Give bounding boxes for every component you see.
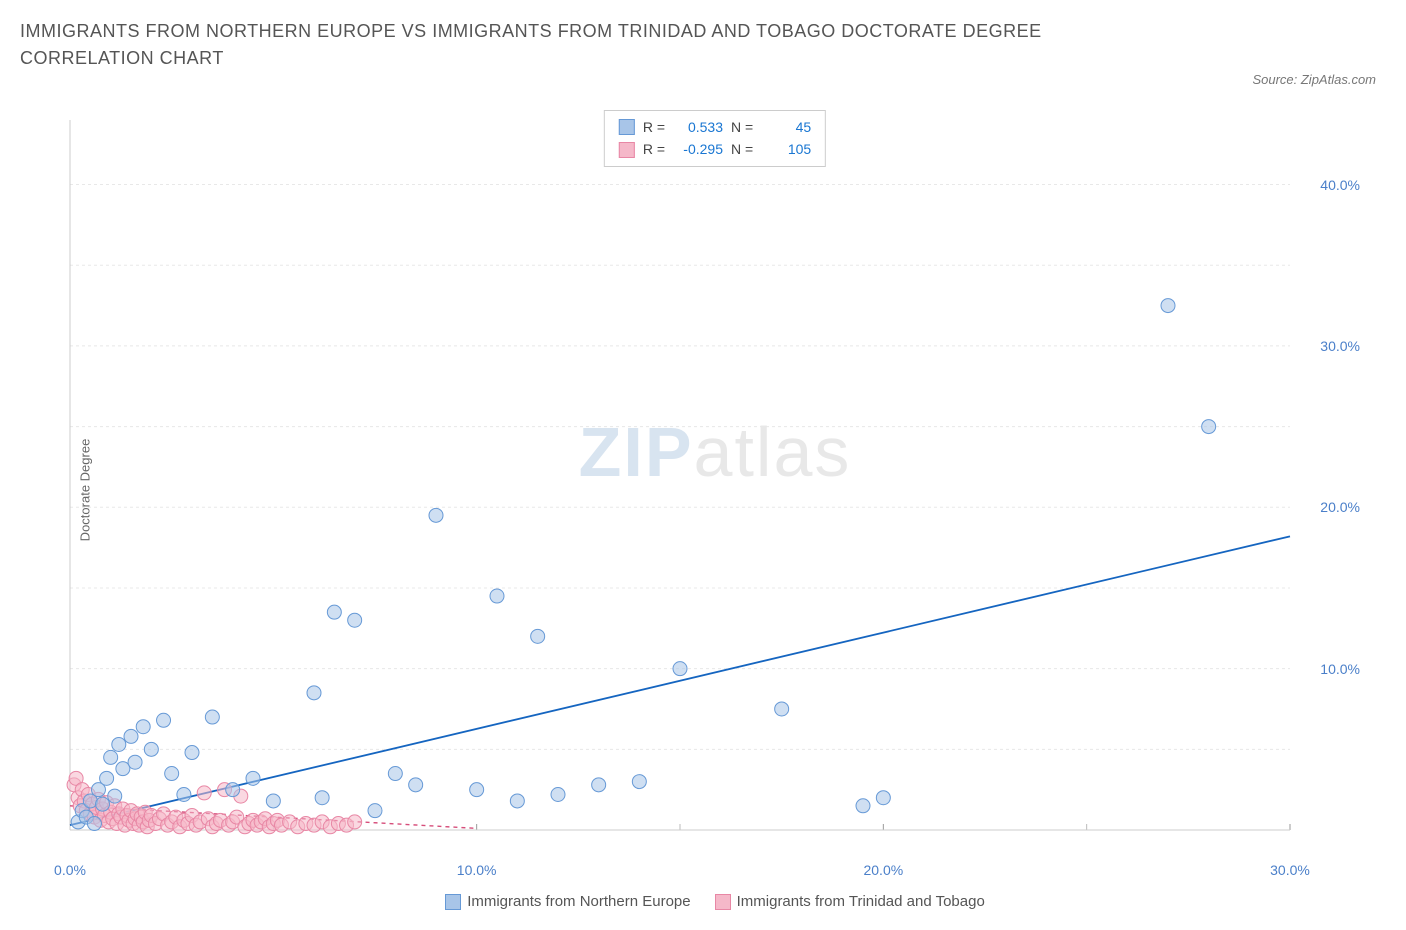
r-label-2: R = <box>643 138 665 160</box>
series-label: Immigrants from Northern Europe <box>467 893 690 910</box>
y-tick-label: 20.0% <box>1320 499 1360 515</box>
scatter-plot <box>60 110 1370 870</box>
legend-swatch-1 <box>619 119 635 135</box>
series-swatch <box>715 894 731 910</box>
series-label: Immigrants from Trinidad and Tobago <box>737 893 985 910</box>
legend-row-series2: R = -0.295 N = 105 <box>619 138 811 160</box>
r-value-1: 0.533 <box>673 116 723 138</box>
source-attribution: Source: ZipAtlas.com <box>1252 72 1376 87</box>
x-tick-label: 30.0% <box>1270 862 1310 878</box>
chart-container: Doctorate Degree ZIPatlas R = 0.533 N = … <box>60 110 1370 870</box>
x-tick-label: 10.0% <box>457 862 497 878</box>
n-label-2: N = <box>731 138 753 160</box>
series-legend: Immigrants from Northern Europe Immigrant… <box>0 893 1406 910</box>
x-tick-label: 0.0% <box>54 862 86 878</box>
n-value-1: 45 <box>761 116 811 138</box>
correlation-legend: R = 0.533 N = 45 R = -0.295 N = 105 <box>604 110 826 167</box>
n-label-1: N = <box>731 116 753 138</box>
y-tick-label: 40.0% <box>1320 177 1360 193</box>
y-tick-label: 30.0% <box>1320 338 1360 354</box>
y-tick-label: 10.0% <box>1320 661 1360 677</box>
legend-row-series1: R = 0.533 N = 45 <box>619 116 811 138</box>
x-tick-label: 20.0% <box>863 862 903 878</box>
n-value-2: 105 <box>761 138 811 160</box>
legend-swatch-2 <box>619 142 635 158</box>
r-value-2: -0.295 <box>673 138 723 160</box>
series-swatch <box>445 894 461 910</box>
r-label-1: R = <box>643 116 665 138</box>
chart-title: IMMIGRANTS FROM NORTHERN EUROPE VS IMMIG… <box>20 18 1120 72</box>
